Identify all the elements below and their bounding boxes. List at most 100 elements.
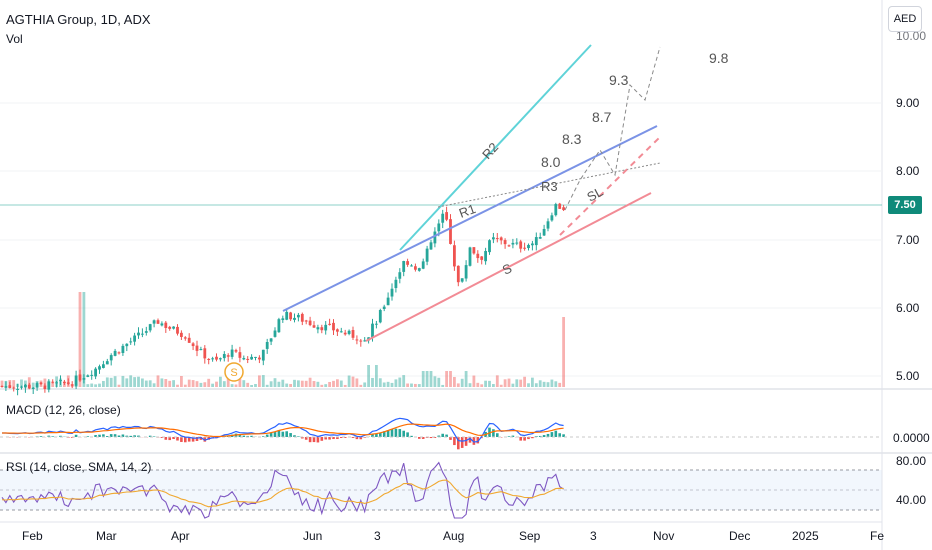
candle-body [347, 330, 351, 334]
macd-bar [418, 437, 421, 439]
volume-bar [269, 381, 273, 387]
volume-bar [187, 379, 191, 387]
candle-body [199, 349, 203, 351]
candle-body [219, 358, 222, 360]
volume-bar [300, 380, 304, 387]
volume-bar [359, 384, 363, 387]
volume-bar [207, 378, 211, 387]
volume-bar [297, 380, 300, 387]
volume-bar [312, 381, 316, 387]
volume-bar [546, 382, 550, 387]
candle-body [320, 327, 324, 331]
volume-bar [86, 384, 90, 387]
macd-bar [129, 435, 132, 437]
macd-bar [457, 437, 460, 450]
volume-bar [265, 384, 269, 387]
time-label-3b: 3 [590, 529, 597, 543]
candle-body [312, 325, 316, 328]
candle-body [394, 279, 398, 289]
time-label-nov: Nov [653, 529, 674, 543]
volume-bar [215, 381, 218, 387]
macd-bar [184, 437, 187, 443]
candle-body [250, 356, 253, 360]
candle-body [433, 231, 437, 244]
volume-bar [121, 375, 125, 387]
candle-body [328, 323, 331, 325]
candle-body [183, 337, 187, 339]
candle-body [117, 352, 121, 354]
candle-body [507, 245, 511, 247]
macd-bar [301, 437, 304, 439]
volume-bar [148, 380, 152, 387]
volume-bar [453, 376, 456, 387]
volume-bar [492, 384, 495, 387]
volume-bar [31, 382, 35, 387]
candle-body [531, 243, 534, 246]
macd-bar [106, 436, 109, 437]
volume-bar [238, 378, 242, 387]
macd-bar [117, 435, 121, 437]
candle-body [437, 223, 441, 232]
currency-button[interactable]: AED [888, 6, 922, 32]
volume-bar [195, 381, 199, 387]
candle-body [441, 213, 445, 223]
candle-body [558, 203, 562, 209]
macd-bar [195, 437, 199, 441]
candle-body [187, 337, 191, 343]
candle-body [402, 261, 406, 272]
symbol-title[interactable]: AGTHIA Group, 1D, ADX [6, 12, 151, 27]
candle-body [542, 228, 546, 236]
candle-body [16, 388, 19, 390]
time-label-sep: Sep [519, 529, 541, 543]
volume-bar [109, 377, 113, 387]
candle-body [246, 358, 250, 360]
volume-bar [320, 384, 324, 387]
volume-bar [449, 371, 452, 387]
rsi-title[interactable]: RSI (14, close, SMA, 14, 2) [6, 460, 152, 474]
candle-body [468, 247, 472, 266]
volume-bar [0, 380, 4, 387]
candle-body [324, 324, 328, 331]
volume-bar [191, 380, 195, 387]
macd-title[interactable]: MACD (12, 26, close) [6, 403, 121, 417]
candle-body [414, 266, 417, 270]
macd-bar [74, 434, 78, 437]
price-tick-5: 5.00 [896, 369, 920, 383]
macd-bar [125, 435, 129, 437]
macd-bar [47, 435, 51, 437]
candle-body [12, 387, 16, 389]
macd-bar [168, 437, 171, 441]
macd-bar [39, 436, 43, 437]
macd-bar [445, 434, 448, 437]
candle-body [70, 384, 74, 386]
volume-bar [558, 382, 562, 387]
volume-bar [20, 379, 23, 387]
macd-bar [238, 435, 242, 437]
candle-body [191, 343, 195, 347]
target-9-3: 9.3 [609, 72, 629, 88]
volume-bar [94, 384, 97, 387]
candle-body [316, 327, 320, 330]
candle-body [215, 356, 218, 360]
macd-bar [507, 436, 511, 437]
earnings-marker[interactable]: S [224, 362, 244, 382]
volume-bar [507, 378, 511, 387]
candle-body [546, 221, 550, 229]
macd-bar [542, 435, 546, 437]
macd-bar [328, 437, 331, 440]
time-label-jun: Jun [303, 529, 322, 543]
volume-bar [339, 380, 343, 387]
macd-bar [336, 437, 339, 440]
candle-body [102, 364, 105, 368]
candle-body [417, 268, 421, 271]
candle-body [180, 332, 183, 337]
macd-bar [496, 433, 499, 437]
volume-bar [437, 377, 441, 387]
annotation-labels: R1 R2 R3 S SL 8.0 8.3 8.7 9.3 9.8 [457, 50, 729, 278]
candle-body [35, 383, 39, 388]
volume-bar [156, 375, 160, 387]
macd-bar [421, 437, 425, 439]
macd-bar [351, 437, 355, 438]
candle-body [511, 242, 515, 245]
